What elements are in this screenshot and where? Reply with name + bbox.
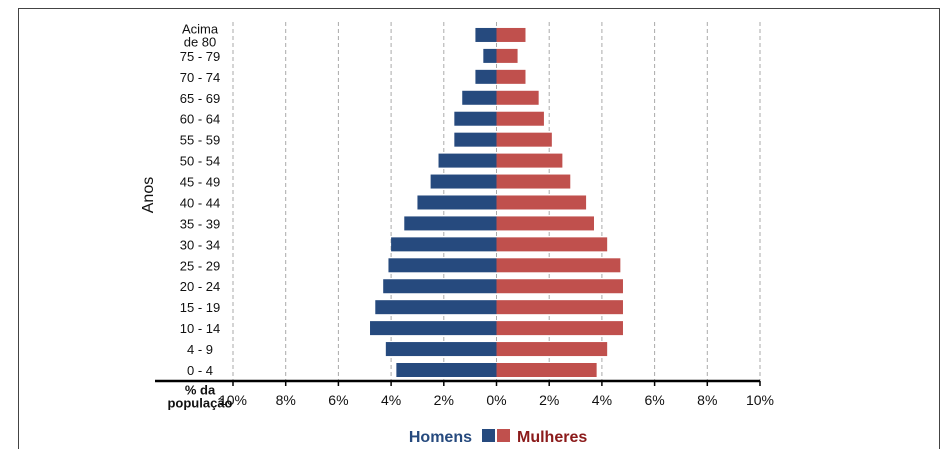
bar (496, 216, 594, 231)
y-tick-label: 75 - 79 (180, 49, 220, 64)
legend-label: Homens (409, 429, 472, 446)
legend-swatch (497, 429, 510, 442)
x-tick-label: 10% (219, 392, 247, 408)
bar (496, 258, 621, 273)
y-tick-label: 10 - 14 (180, 321, 220, 336)
x-tick-label: 2% (539, 392, 559, 408)
y-tick-label: 4 - 9 (187, 342, 213, 357)
bar (385, 342, 497, 357)
bar (496, 90, 539, 105)
bar (396, 363, 497, 377)
frame (18, 8, 940, 449)
bar (496, 300, 623, 315)
y-tick-label: 40 - 44 (180, 195, 220, 210)
bar (496, 153, 563, 168)
bar (391, 237, 497, 252)
bar (462, 90, 497, 105)
bar (438, 153, 497, 168)
x-tick-label: 0% (486, 392, 506, 408)
legend-swatch (482, 429, 495, 442)
x-tick-label: 8% (697, 392, 717, 408)
y-tick-label: Acima de 80 (182, 21, 219, 49)
y-tick-label: 0 - 4 (187, 363, 213, 378)
y-tick-label: 15 - 19 (180, 300, 220, 315)
y-tick-label: 70 - 74 (180, 70, 220, 85)
y-tick-label: 35 - 39 (180, 216, 220, 231)
y-tick-label: 50 - 54 (180, 154, 220, 169)
x-tick-label: 6% (644, 392, 664, 408)
bar (430, 174, 497, 189)
bar (496, 174, 571, 189)
bar (496, 195, 587, 210)
legend-label: Mulheres (517, 429, 587, 446)
bar (496, 279, 623, 294)
y-tick-label: 65 - 69 (180, 91, 220, 106)
bar (496, 69, 526, 84)
bar (496, 342, 608, 357)
y-tick-label: 20 - 24 (180, 279, 220, 294)
bar (496, 363, 597, 377)
x-tick-label: 10% (746, 392, 774, 408)
bar (475, 27, 497, 42)
y-tick-label: 30 - 34 (180, 237, 220, 252)
bar (496, 48, 518, 63)
bar (454, 111, 497, 126)
y-tick-label: 55 - 59 (180, 133, 220, 148)
x-tick-label: 4% (381, 392, 401, 408)
x-tick-label: 8% (276, 392, 296, 408)
x-tick-label: 4% (592, 392, 612, 408)
bar (496, 111, 544, 126)
x-tick-label: 2% (434, 392, 454, 408)
x-tick-label: 6% (328, 392, 348, 408)
bar (496, 132, 552, 147)
y-tick-label: 45 - 49 (180, 175, 220, 190)
bar (454, 132, 497, 147)
bar (475, 69, 497, 84)
bar (496, 27, 526, 42)
bar (404, 216, 497, 231)
bar (483, 48, 497, 63)
bar (496, 237, 608, 252)
y-tick-label: 60 - 64 (180, 112, 220, 127)
bar (496, 321, 623, 336)
bar (388, 258, 497, 273)
y-tick-label: 25 - 29 (180, 258, 220, 273)
bar (375, 300, 497, 315)
x-axis-title: % da população (167, 383, 232, 411)
bar (370, 321, 497, 336)
bar (383, 279, 497, 294)
bar (417, 195, 497, 210)
y-axis-title: Anos (140, 177, 157, 213)
